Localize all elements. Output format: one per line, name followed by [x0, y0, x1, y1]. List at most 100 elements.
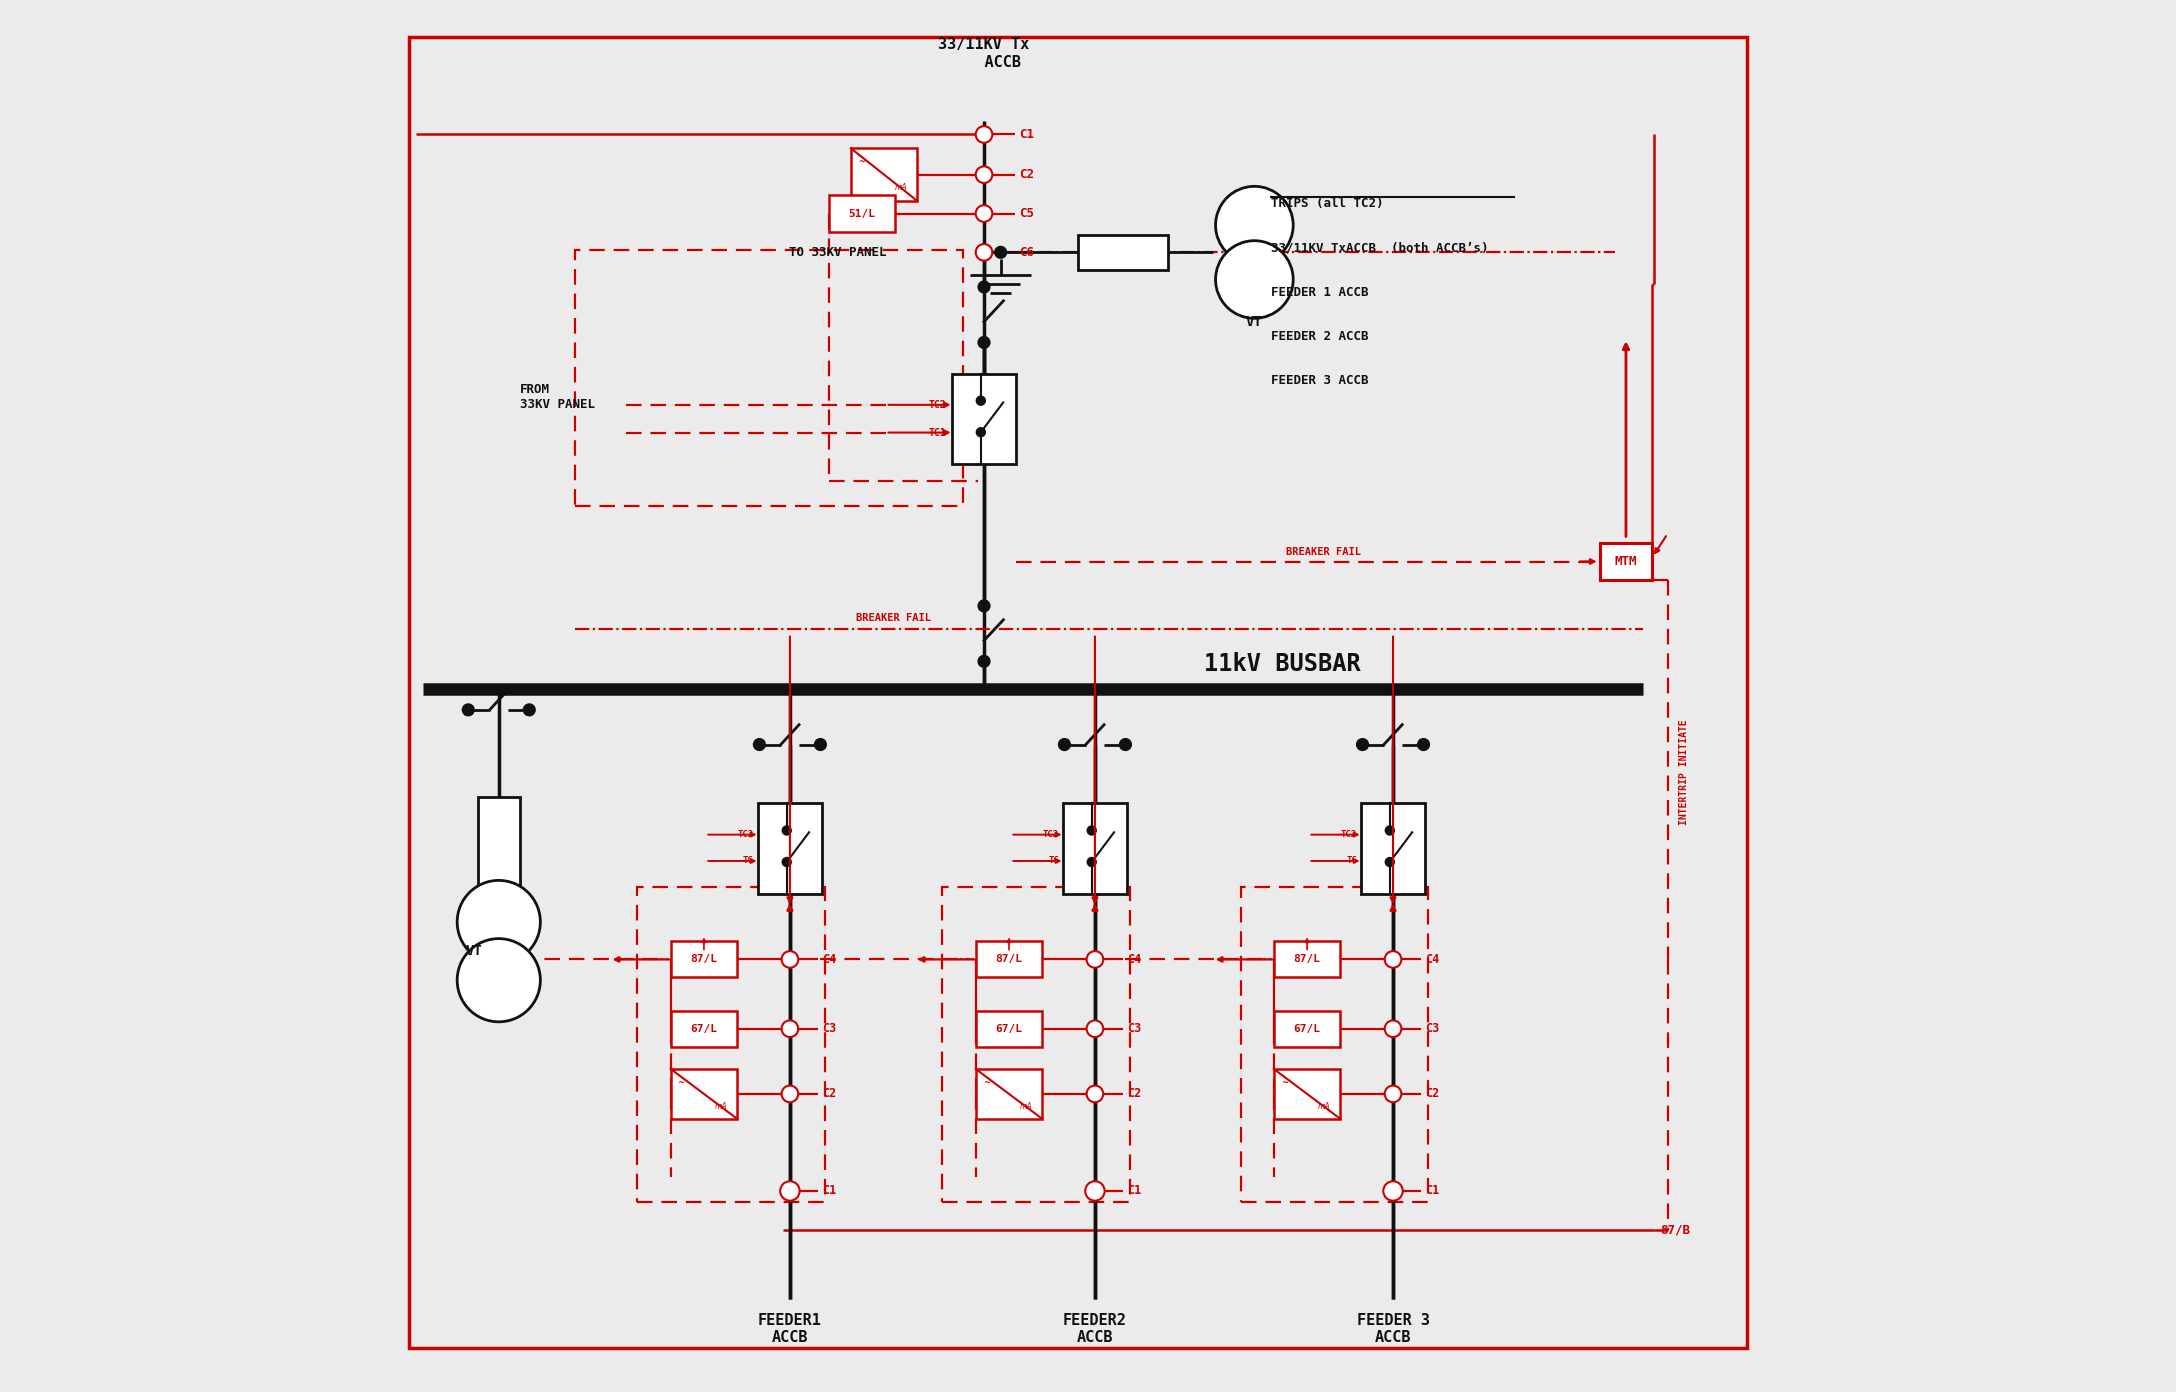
Text: C2: C2 — [1425, 1087, 1438, 1101]
Circle shape — [1086, 1182, 1105, 1201]
Text: C3: C3 — [1425, 1022, 1438, 1036]
Text: mA: mA — [1316, 1102, 1330, 1111]
Bar — [975, 941, 1042, 977]
Text: TC: TC — [744, 856, 753, 866]
Circle shape — [783, 827, 790, 835]
Text: 87/B: 87/B — [1660, 1224, 1691, 1236]
Text: TC: TC — [1347, 856, 1358, 866]
Text: C3: C3 — [823, 1022, 836, 1036]
Text: 87/L: 87/L — [690, 955, 718, 965]
Text: C1: C1 — [823, 1185, 836, 1197]
Text: 87/L: 87/L — [1293, 955, 1321, 965]
Text: mA: mA — [1018, 1102, 1031, 1111]
Text: TC1: TC1 — [929, 427, 947, 437]
Text: VT: VT — [466, 944, 483, 958]
Text: C5: C5 — [1018, 207, 1034, 220]
Text: C4: C4 — [1425, 954, 1438, 966]
Text: TC2: TC2 — [1340, 830, 1358, 839]
Text: 33/11KV TxACCB  (both ACCB’s): 33/11KV TxACCB (both ACCB’s) — [1271, 241, 1488, 255]
Text: C2: C2 — [1127, 1087, 1140, 1101]
Text: C4: C4 — [823, 954, 836, 966]
Circle shape — [1121, 739, 1132, 750]
Bar — [638, 887, 825, 1203]
Circle shape — [979, 600, 990, 611]
Circle shape — [1386, 857, 1395, 866]
Circle shape — [1086, 1020, 1103, 1037]
Text: ~: ~ — [857, 157, 864, 166]
Bar — [953, 373, 1016, 464]
Text: mA: mA — [714, 1102, 727, 1111]
Text: FEEDER1
ACCB: FEEDER1 ACCB — [757, 1313, 823, 1345]
Text: INTERTRIP INITIATE: INTERTRIP INITIATE — [1680, 720, 1689, 825]
Bar — [670, 1069, 738, 1119]
Circle shape — [1358, 739, 1369, 750]
Circle shape — [783, 857, 790, 866]
Text: FEEDER 2 ACCB: FEEDER 2 ACCB — [1271, 330, 1369, 342]
Bar — [479, 796, 520, 901]
Bar — [1077, 235, 1169, 270]
Bar — [1273, 1011, 1340, 1047]
Text: C4: C4 — [1127, 954, 1140, 966]
Bar — [670, 1011, 738, 1047]
Text: FEEDER 1 ACCB: FEEDER 1 ACCB — [1271, 285, 1369, 299]
Circle shape — [1216, 187, 1293, 264]
Bar — [670, 941, 738, 977]
Bar — [975, 1011, 1042, 1047]
Text: 33/11KV Tx
    ACCB: 33/11KV Tx ACCB — [938, 38, 1029, 70]
Circle shape — [1216, 241, 1293, 319]
Circle shape — [781, 1020, 799, 1037]
Circle shape — [1384, 1020, 1401, 1037]
Circle shape — [1384, 951, 1401, 967]
Bar — [1240, 887, 1427, 1203]
Text: C2: C2 — [1018, 168, 1034, 181]
Circle shape — [994, 246, 1005, 258]
Text: 67/L: 67/L — [690, 1023, 718, 1034]
Circle shape — [781, 1086, 799, 1102]
Bar — [1273, 1069, 1340, 1119]
Circle shape — [814, 739, 827, 750]
Circle shape — [975, 205, 992, 221]
Circle shape — [979, 656, 990, 667]
Bar — [574, 249, 964, 507]
Bar — [1599, 543, 1652, 579]
Text: 87/L: 87/L — [994, 955, 1023, 965]
Circle shape — [979, 281, 990, 292]
Circle shape — [781, 1182, 799, 1201]
Text: VT: VT — [1247, 315, 1262, 329]
Circle shape — [977, 429, 986, 436]
Text: C3: C3 — [1127, 1022, 1140, 1036]
Text: C1: C1 — [1425, 1185, 1438, 1197]
Circle shape — [977, 397, 986, 405]
Text: FEEDER 3
ACCB: FEEDER 3 ACCB — [1356, 1313, 1430, 1345]
Text: C6: C6 — [1018, 246, 1034, 259]
Circle shape — [781, 951, 799, 967]
Text: C1: C1 — [1127, 1185, 1140, 1197]
Text: TO 33KV PANEL: TO 33KV PANEL — [790, 246, 888, 259]
Text: mA: mA — [894, 184, 907, 192]
Text: TC2: TC2 — [929, 400, 947, 409]
Circle shape — [1060, 739, 1071, 750]
Circle shape — [1386, 827, 1395, 835]
Text: MTM: MTM — [1615, 555, 1636, 568]
Text: FROM
33KV PANEL: FROM 33KV PANEL — [520, 383, 594, 411]
Text: BREAKER FAIL: BREAKER FAIL — [857, 614, 931, 624]
Bar — [1064, 803, 1127, 894]
Text: C2: C2 — [823, 1087, 836, 1101]
Circle shape — [463, 704, 474, 715]
Bar — [975, 1069, 1042, 1119]
Text: 67/L: 67/L — [1293, 1023, 1321, 1034]
Circle shape — [1086, 1086, 1103, 1102]
Circle shape — [753, 739, 766, 750]
Bar — [851, 149, 918, 200]
Text: 51/L: 51/L — [849, 209, 875, 219]
Bar — [757, 803, 823, 894]
Text: 67/L: 67/L — [994, 1023, 1023, 1034]
Text: TC2: TC2 — [738, 830, 753, 839]
Bar — [942, 887, 1129, 1203]
Text: BREAKER FAIL: BREAKER FAIL — [1286, 547, 1362, 557]
Text: C1: C1 — [1018, 128, 1034, 141]
Text: ~: ~ — [1282, 1077, 1288, 1086]
Text: ~: ~ — [984, 1077, 990, 1086]
Bar — [1362, 803, 1425, 894]
Circle shape — [1384, 1182, 1404, 1201]
